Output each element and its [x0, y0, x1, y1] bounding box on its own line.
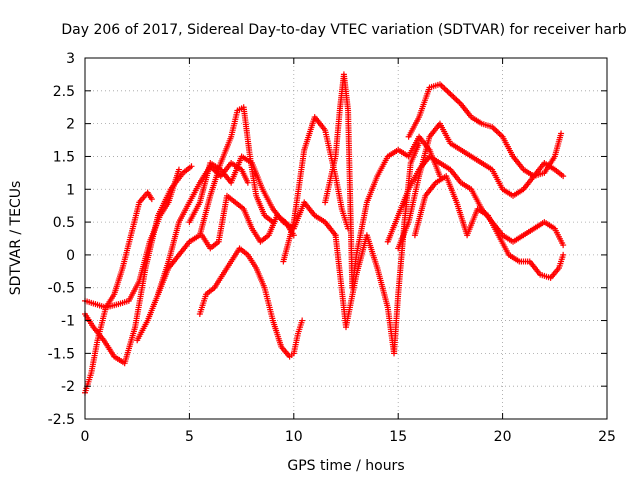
- series-track-2: [82, 163, 195, 367]
- data-point: [496, 130, 503, 137]
- y-tick-label: -0.5: [48, 281, 75, 297]
- data-point: [456, 99, 463, 106]
- y-tick-label: 0: [66, 248, 75, 264]
- data-point: [299, 317, 306, 324]
- data-point: [442, 86, 449, 93]
- x-tick-label: 20: [494, 429, 512, 445]
- data-point: [495, 129, 502, 136]
- series-track-7: [196, 245, 306, 360]
- y-tick-label: 2.5: [53, 84, 75, 100]
- data-point: [445, 89, 452, 96]
- data-point: [438, 82, 445, 89]
- data-point: [188, 163, 195, 170]
- x-tick-label: 0: [81, 429, 90, 445]
- plot-frame: [84, 57, 608, 420]
- data-point: [416, 140, 423, 147]
- y-tick-labels: -2.5 -2 -1.5 -1 -0.5 0 0.5 1 1.5 2 2.5 3: [48, 51, 75, 428]
- x-tick-label: 5: [185, 429, 194, 445]
- data-point: [450, 93, 457, 100]
- y-tick-label: 2: [66, 117, 75, 133]
- x-tick-label: 15: [389, 429, 407, 445]
- data-point: [441, 85, 448, 92]
- y-axis-label: SDTVAR / TECUs: [8, 181, 24, 296]
- series-track-8: [198, 192, 297, 252]
- data-marks: [82, 71, 567, 396]
- chart-title: Day 206 of 2017, Sidereal Day-to-day VTE…: [61, 22, 626, 38]
- data-point: [560, 251, 567, 258]
- data-point: [290, 232, 297, 239]
- data-point: [453, 96, 460, 103]
- y-tick-label: 3: [66, 51, 75, 67]
- data-point: [175, 166, 182, 173]
- data-point: [447, 91, 454, 98]
- x-tick-label: 25: [598, 429, 616, 445]
- data-point: [451, 95, 458, 102]
- y-tick-label: -2.5: [48, 412, 75, 428]
- data-point: [492, 126, 499, 133]
- y-tick-label: 1: [66, 182, 75, 198]
- series-track-15: [384, 153, 567, 249]
- data-point: [454, 98, 461, 105]
- data-point: [148, 196, 155, 203]
- data-point: [560, 242, 567, 249]
- y-tick-label: -1: [61, 314, 75, 330]
- data-point: [448, 92, 455, 99]
- y-tick-label: 1.5: [53, 149, 75, 165]
- y-tick-label: -1.5: [48, 346, 75, 362]
- data-point: [558, 130, 565, 137]
- x-tick-labels: 0 5 10 15 20 25: [81, 429, 616, 445]
- series-track-10: [322, 71, 443, 291]
- y-tick-label: 0.5: [53, 215, 75, 231]
- data-point: [444, 88, 451, 95]
- x-tick-label: 10: [285, 429, 303, 445]
- data-point: [560, 173, 567, 180]
- series-track-3: [82, 166, 182, 311]
- y-tick-label: -2: [61, 379, 75, 395]
- axis-ticks: [84, 57, 608, 420]
- data-point: [493, 128, 500, 135]
- x-axis-label: GPS time / hours: [287, 458, 404, 474]
- series-track-9: [280, 114, 352, 265]
- data-point: [244, 179, 251, 186]
